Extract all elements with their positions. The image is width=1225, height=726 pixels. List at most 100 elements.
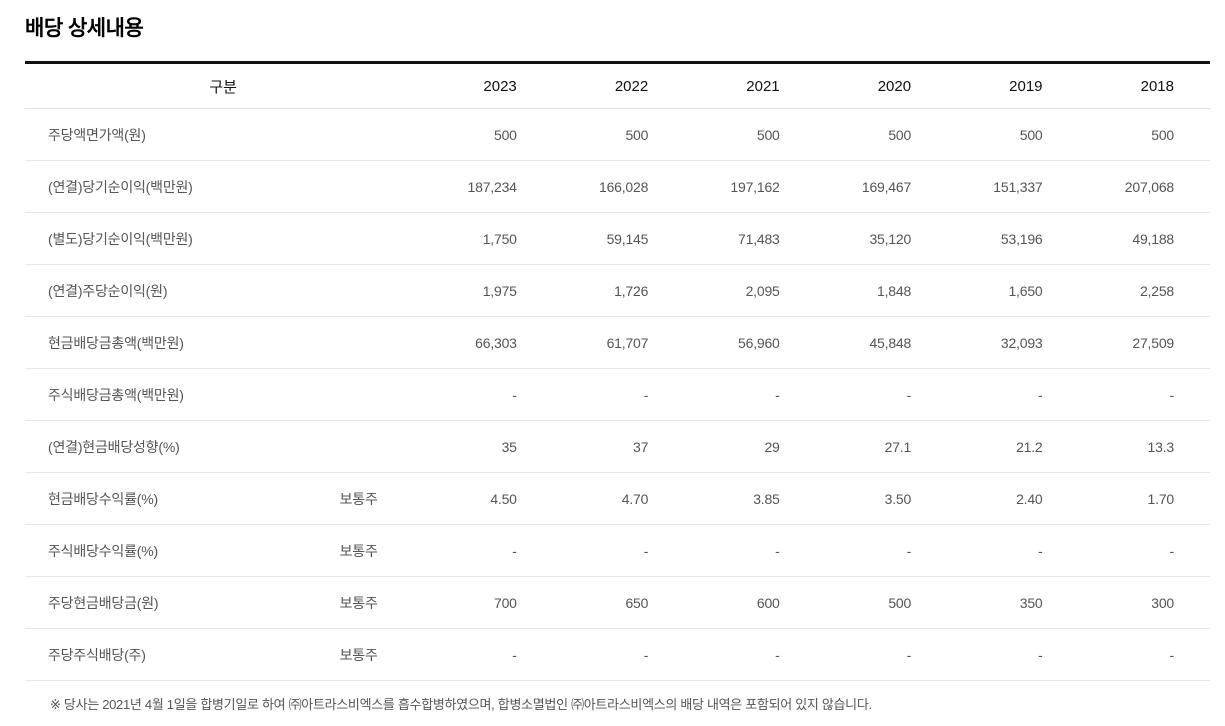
cell-value-2018: - [1078, 628, 1210, 682]
row-share-class [295, 108, 422, 162]
row-label: (별도)당기순이익(백만원) [25, 212, 296, 266]
cell-value-2023: - [421, 524, 553, 578]
cell-value-2021: - [684, 628, 816, 682]
cell-value-2023: 500 [421, 108, 553, 162]
row-label: 현금배당금총액(백만원) [25, 316, 296, 370]
table-row: (별도)당기순이익(백만원) 1,750 59,145 71,483 35,12… [25, 212, 1210, 266]
cell-value-2021: 197,162 [684, 160, 816, 214]
row-label: (연결)주당순이익(원) [25, 264, 296, 318]
cell-value-2020: - [815, 628, 948, 682]
cell-value-2019: 2.40 [947, 472, 1079, 526]
cell-value-2019: 500 [947, 108, 1079, 162]
merger-footnote: ※ 당사는 2021년 4월 1일을 합병기일로 하여 ㈜아트라스비엑스를 흡수… [50, 697, 872, 713]
table-row: 현금배당수익률(%) 보통주 4.50 4.70 3.85 3.50 2.40 … [25, 472, 1210, 526]
cell-value-2023: 1,750 [421, 212, 553, 266]
row-label: 주당액면가액(원) [25, 108, 296, 162]
cell-value-2021: - [684, 368, 816, 422]
table-row: (연결)주당순이익(원) 1,975 1,726 2,095 1,848 1,6… [25, 264, 1210, 318]
row-label: 주식배당금총액(백만원) [25, 368, 296, 422]
row-label: (연결)당기순이익(백만원) [25, 160, 296, 214]
cell-value-2023: 700 [421, 576, 553, 630]
cell-value-2018: 13.3 [1078, 420, 1210, 474]
cell-value-2020: 35,120 [815, 212, 948, 266]
table-row: 현금배당금총액(백만원) 66,303 61,707 56,960 45,848… [25, 316, 1210, 370]
cell-value-2022: 1,726 [552, 264, 685, 318]
cell-value-2020: 1,848 [815, 264, 948, 318]
row-share-class: 보통주 [295, 576, 422, 630]
row-share-class [295, 212, 422, 266]
column-header-year-2021: 2021 [684, 62, 816, 110]
cell-value-2023: 187,234 [421, 160, 553, 214]
row-share-class: 보통주 [295, 472, 422, 526]
cell-value-2022: 37 [552, 420, 685, 474]
column-header-category: 구분 [25, 62, 422, 110]
cell-value-2020: 169,467 [815, 160, 948, 214]
cell-value-2022: - [552, 524, 685, 578]
cell-value-2022: 59,145 [552, 212, 685, 266]
cell-value-2019: 1,650 [947, 264, 1079, 318]
cell-value-2018: - [1078, 524, 1210, 578]
cell-value-2020: 3.50 [815, 472, 948, 526]
table-row: 주식배당금총액(백만원) - - - - - - [25, 368, 1210, 422]
cell-value-2021: - [684, 524, 816, 578]
cell-value-2021: 71,483 [684, 212, 816, 266]
row-label: 주당현금배당금(원) [25, 576, 296, 630]
page-title: 배당 상세내용 [25, 17, 144, 40]
column-header-year-2020: 2020 [815, 62, 948, 110]
cell-value-2022: - [552, 628, 685, 682]
cell-value-2021: 3.85 [684, 472, 816, 526]
row-label: 주식배당수익률(%) [25, 524, 296, 578]
cell-value-2019: 53,196 [947, 212, 1079, 266]
cell-value-2020: 500 [815, 576, 948, 630]
cell-value-2022: - [552, 368, 685, 422]
cell-value-2018: - [1078, 368, 1210, 422]
column-header-year-2018: 2018 [1078, 62, 1210, 110]
dividend-table-header: 구분 2023 2022 2021 2020 2019 2018 [25, 62, 1210, 110]
row-share-class [295, 160, 422, 214]
table-row: 주당주식배당(주) 보통주 - - - - - - [25, 628, 1210, 682]
cell-value-2019: - [947, 628, 1079, 682]
cell-value-2020: - [815, 368, 948, 422]
cell-value-2019: 151,337 [947, 160, 1079, 214]
cell-value-2023: 4.50 [421, 472, 553, 526]
cell-value-2021: 56,960 [684, 316, 816, 370]
dividend-table-body: 주당액면가액(원) 500 500 500 500 500 500 (연결)당기… [25, 108, 1210, 682]
row-share-class [295, 264, 422, 318]
cell-value-2020: 27.1 [815, 420, 948, 474]
row-share-class [295, 316, 422, 370]
cell-value-2021: 29 [684, 420, 816, 474]
cell-value-2021: 500 [684, 108, 816, 162]
cell-value-2018: 207,068 [1078, 160, 1210, 214]
column-header-year-2019: 2019 [947, 62, 1079, 110]
cell-value-2022: 166,028 [552, 160, 685, 214]
cell-value-2019: 32,093 [947, 316, 1079, 370]
cell-value-2021: 2,095 [684, 264, 816, 318]
cell-value-2019: 350 [947, 576, 1079, 630]
cell-value-2018: 1.70 [1078, 472, 1210, 526]
cell-value-2023: - [421, 368, 553, 422]
row-label: 현금배당수익률(%) [25, 472, 296, 526]
row-label: 주당주식배당(주) [25, 628, 296, 682]
cell-value-2018: 49,188 [1078, 212, 1210, 266]
cell-value-2020: 500 [815, 108, 948, 162]
table-row: 주식배당수익률(%) 보통주 - - - - - - [25, 524, 1210, 578]
cell-value-2022: 650 [552, 576, 685, 630]
column-header-year-2022: 2022 [552, 62, 685, 110]
column-header-year-2023: 2023 [421, 62, 553, 110]
cell-value-2022: 61,707 [552, 316, 685, 370]
cell-value-2023: 35 [421, 420, 553, 474]
header-row: 구분 2023 2022 2021 2020 2019 2018 [25, 62, 1210, 110]
row-label: (연결)현금배당성향(%) [25, 420, 296, 474]
cell-value-2020: 45,848 [815, 316, 948, 370]
cell-value-2023: 1,975 [421, 264, 553, 318]
cell-value-2022: 500 [552, 108, 685, 162]
row-share-class: 보통주 [295, 524, 422, 578]
cell-value-2018: 300 [1078, 576, 1210, 630]
table-row: 주당현금배당금(원) 보통주 700 650 600 500 350 300 [25, 576, 1210, 630]
cell-value-2018: 27,509 [1078, 316, 1210, 370]
cell-value-2021: 600 [684, 576, 816, 630]
cell-value-2019: 21.2 [947, 420, 1079, 474]
table-row: (연결)현금배당성향(%) 35 37 29 27.1 21.2 13.3 [25, 420, 1210, 474]
cell-value-2019: - [947, 368, 1079, 422]
row-share-class: 보통주 [295, 628, 422, 682]
